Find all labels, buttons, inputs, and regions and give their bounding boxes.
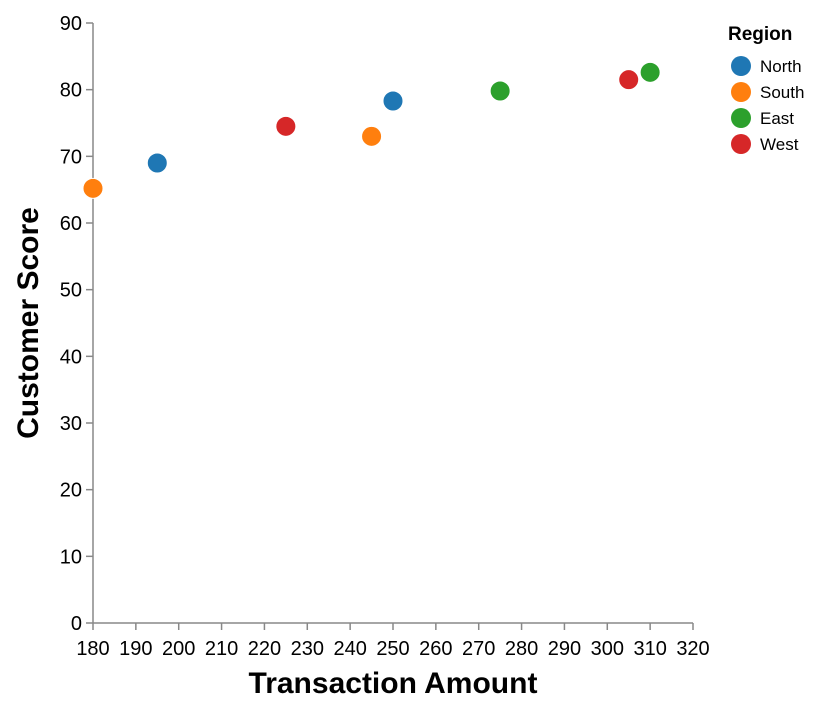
x-tick-label: 190 bbox=[119, 638, 152, 660]
x-tick-label: 300 bbox=[591, 638, 624, 660]
y-tick-label: 20 bbox=[60, 480, 82, 502]
x-tick-label: 210 bbox=[205, 638, 238, 660]
legend-label-west: West bbox=[760, 135, 799, 154]
x-tick-label: 320 bbox=[676, 638, 709, 660]
data-point-west bbox=[275, 115, 297, 137]
x-tick-label: 250 bbox=[376, 638, 409, 660]
x-tick-label: 310 bbox=[633, 638, 666, 660]
data-point-south bbox=[82, 177, 104, 199]
data-point-west bbox=[618, 69, 640, 91]
y-tick-label: 40 bbox=[60, 346, 82, 368]
x-axis-title: Transaction Amount bbox=[249, 667, 538, 700]
x-tick-label: 290 bbox=[548, 638, 581, 660]
legend-swatch-east bbox=[731, 108, 751, 128]
data-point-east bbox=[639, 61, 661, 83]
axes: 0 10 20 30 40 50 60 70 80 90 180 190 200 210 220 230 240… bbox=[60, 13, 710, 660]
y-tick-label: 60 bbox=[60, 213, 82, 235]
legend-title: Region bbox=[728, 24, 792, 45]
x-tick-label: 220 bbox=[248, 638, 281, 660]
x-tick-label: 230 bbox=[291, 638, 324, 660]
x-tick-label: 240 bbox=[333, 638, 366, 660]
y-tick-label: 10 bbox=[60, 546, 82, 568]
data-point-south bbox=[361, 125, 383, 147]
data-points bbox=[82, 61, 661, 199]
data-point-north bbox=[146, 152, 168, 174]
data-point-east bbox=[489, 80, 511, 102]
x-tick-label: 280 bbox=[505, 638, 538, 660]
legend-swatch-west bbox=[731, 134, 751, 154]
y-axis-title: Customer Score bbox=[12, 207, 45, 439]
x-tick-label: 200 bbox=[162, 638, 195, 660]
legend-swatch-south bbox=[731, 82, 751, 102]
data-point-north bbox=[382, 90, 404, 112]
y-tick-label: 90 bbox=[60, 13, 82, 35]
x-tick-label: 270 bbox=[462, 638, 495, 660]
legend-swatch-north bbox=[731, 56, 751, 76]
y-tick-label: 80 bbox=[60, 80, 82, 102]
y-tick-label: 30 bbox=[60, 413, 82, 435]
y-tick-label: 50 bbox=[60, 280, 82, 302]
y-tick-label: 0 bbox=[71, 613, 82, 635]
x-tick-label: 260 bbox=[419, 638, 452, 660]
x-tick-label: 180 bbox=[76, 638, 109, 660]
legend: North South East West bbox=[731, 56, 804, 154]
y-tick-label: 70 bbox=[60, 146, 82, 168]
legend-label-east: East bbox=[760, 109, 794, 128]
legend-label-south: South bbox=[760, 83, 804, 102]
legend-label-north: North bbox=[760, 57, 802, 76]
